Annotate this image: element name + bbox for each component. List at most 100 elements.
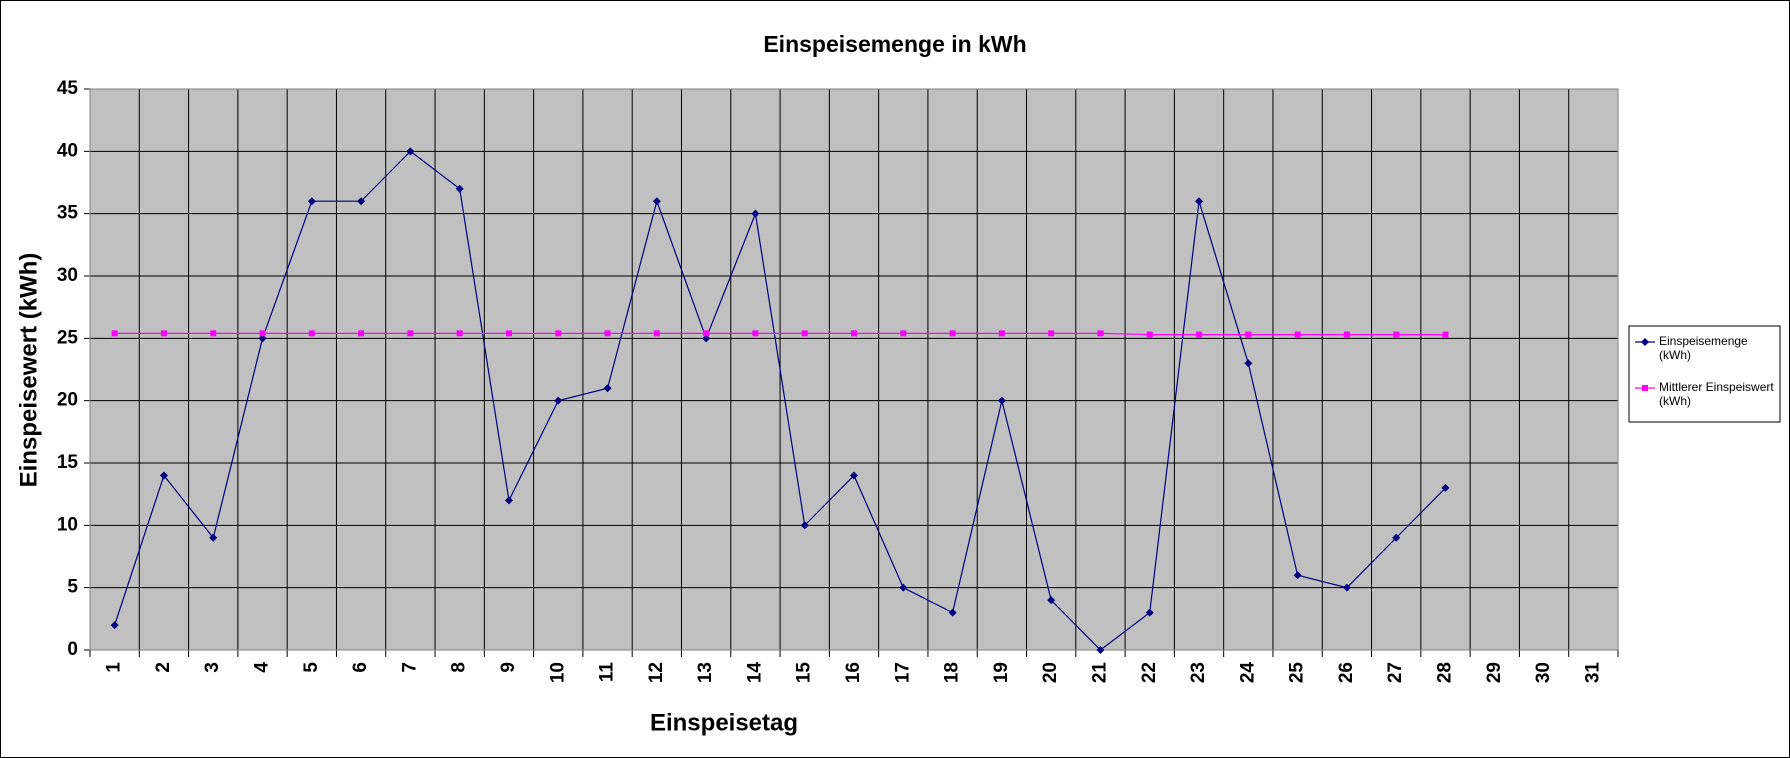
marker [850, 471, 858, 480]
marker [209, 533, 218, 542]
x-tick-label: 9 [498, 662, 519, 673]
marker [111, 330, 118, 337]
x-tick-label: 27 [1385, 662, 1406, 683]
x-tick-label: 20 [1040, 662, 1061, 683]
marker [1293, 571, 1302, 580]
x-axis-title: Einspeisetag [650, 709, 798, 736]
marker [998, 330, 1005, 337]
x-tick-label: 23 [1188, 662, 1209, 683]
marker [456, 330, 463, 337]
x-tick-label: 13 [695, 662, 716, 683]
marker [948, 608, 957, 617]
marker [159, 471, 168, 480]
x-tick-label: 25 [1287, 662, 1308, 684]
x-tick-label: 21 [1089, 662, 1110, 684]
marker [554, 396, 563, 405]
chart-title: Einspeisemenge in kWh [763, 31, 1026, 57]
x-tick-label: 24 [1237, 662, 1258, 684]
legend-marker [1641, 338, 1649, 346]
x-tick-label: 14 [744, 662, 765, 684]
marker [555, 330, 562, 337]
marker [1048, 330, 1055, 337]
legend-entry: Mittlerer Einspeiswert (kWh) [1659, 380, 1774, 408]
x-tick-label: 11 [597, 662, 618, 683]
x-tick-label: 2 [153, 662, 174, 673]
x-tick-label: 29 [1484, 662, 1505, 683]
legend-marker [1642, 385, 1648, 391]
marker [1245, 331, 1252, 338]
series-line [114, 150, 1446, 651]
marker [358, 330, 365, 337]
marker [900, 330, 907, 337]
marker [357, 197, 366, 206]
marker [1195, 197, 1204, 206]
marker [949, 330, 956, 337]
y-tick-label: 45 [57, 78, 79, 99]
marker [1244, 359, 1253, 368]
marker [1442, 331, 1449, 338]
marker [1096, 646, 1105, 654]
marker [1392, 533, 1401, 542]
marker [652, 197, 661, 206]
marker [505, 330, 512, 337]
marker [751, 209, 760, 218]
x-tick-label: 5 [301, 662, 322, 673]
marker [604, 330, 611, 337]
x-tick-label: 7 [399, 662, 420, 673]
legend-label: Mittlerer Einspeiswert (kWh) [1659, 380, 1774, 408]
marker [1097, 330, 1104, 337]
marker [110, 621, 119, 630]
marker [1146, 331, 1153, 338]
marker [1343, 331, 1350, 338]
marker [1441, 483, 1450, 492]
marker [455, 184, 464, 193]
y-tick-label: 40 [57, 140, 78, 161]
x-tick-label: 31 [1582, 662, 1603, 684]
marker [752, 330, 759, 337]
marker [406, 147, 415, 156]
marker [259, 330, 266, 337]
x-tick-label: 1 [104, 662, 125, 673]
series-line [114, 332, 1446, 336]
plot-border [89, 88, 1619, 651]
marker [703, 330, 710, 337]
y-tick-label: 0 [67, 639, 78, 660]
marker [1145, 608, 1154, 617]
plot-area [90, 89, 1618, 650]
marker [1294, 331, 1301, 338]
y-axis-title: Einspeisewert (kWh) [15, 253, 42, 488]
marker [653, 330, 660, 337]
x-tick-label: 16 [843, 662, 864, 683]
x-tick-label: 8 [449, 662, 470, 673]
x-tick-label: 28 [1434, 662, 1455, 683]
y-tick-label: 35 [57, 203, 79, 224]
y-tick-label: 20 [57, 390, 78, 411]
y-tick-label: 5 [67, 577, 78, 598]
marker [1393, 331, 1400, 338]
x-tick-label: 4 [252, 662, 273, 673]
marker [603, 384, 612, 393]
marker [1047, 596, 1056, 605]
x-tick-label: 3 [202, 662, 223, 673]
marker [801, 330, 808, 337]
x-tick-label: 26 [1336, 662, 1357, 683]
x-tick-label: 10 [547, 662, 568, 683]
marker [407, 330, 414, 337]
marker [1196, 331, 1203, 338]
marker [997, 396, 1006, 405]
x-tick-label: 12 [646, 662, 667, 683]
x-tick-label: 22 [1139, 662, 1160, 683]
x-tick-label: 17 [892, 662, 913, 683]
x-tick-label: 18 [942, 662, 963, 683]
marker [851, 330, 857, 337]
x-tick-label: 30 [1533, 662, 1554, 683]
marker [800, 521, 809, 530]
marker [504, 496, 513, 505]
legend-entry: Einspeisemenge (kWh) [1659, 334, 1748, 362]
marker [899, 583, 908, 592]
x-tick-label: 15 [794, 662, 815, 684]
y-tick-label: 10 [57, 514, 78, 535]
x-tick-label: 19 [991, 662, 1012, 683]
y-tick-label: 25 [57, 327, 79, 348]
